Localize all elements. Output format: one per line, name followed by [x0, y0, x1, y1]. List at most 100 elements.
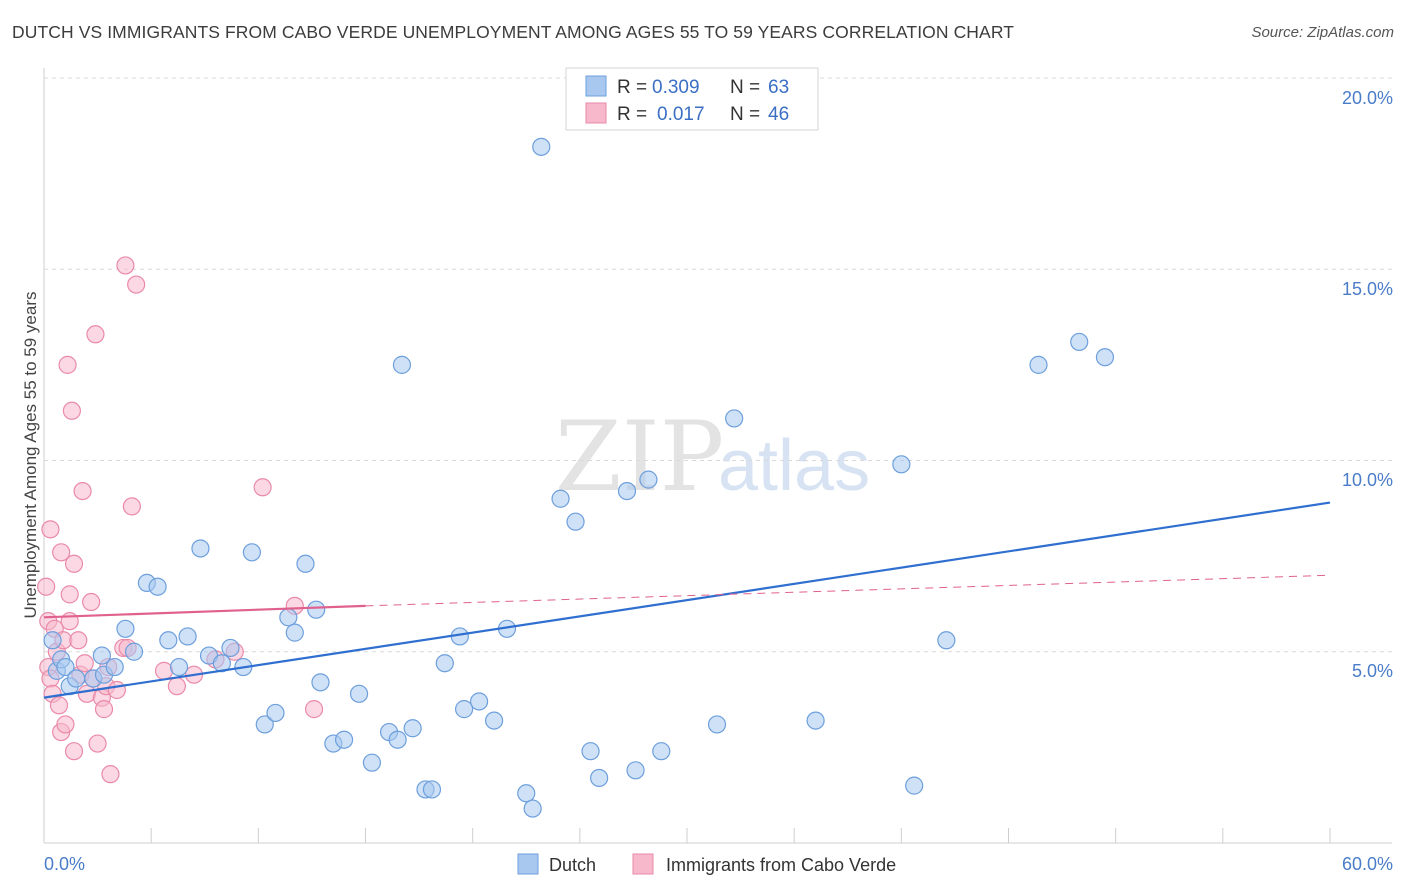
- dutch-point: [454, 700, 474, 719]
- cabo-verde-trend-line: [43, 604, 366, 619]
- dutch-point: [362, 753, 382, 772]
- bottom-legend-label-cabo-verde: Immigrants from Cabo Verde: [666, 855, 896, 875]
- dutch-point: [485, 711, 504, 730]
- legend-n-label: N =: [730, 104, 760, 125]
- watermark-zip: ZIP: [555, 401, 724, 513]
- y-tick-label: 20.0%: [1342, 88, 1393, 108]
- legend-n-value: 63: [768, 77, 789, 98]
- dutch-point: [581, 742, 600, 761]
- cabo-verde-point: [49, 696, 69, 715]
- watermark-atlas: atlas: [718, 426, 870, 506]
- dutch-point: [639, 470, 658, 489]
- cabo-verde-point: [52, 543, 71, 562]
- cabo-verde-point: [167, 677, 186, 696]
- dutch-point: [56, 657, 75, 677]
- stats-legend: R = 0.309 N = 63 R = 0.017 N = 46: [565, 67, 819, 131]
- dutch-point: [169, 657, 189, 677]
- cabo-verde-point: [62, 401, 81, 420]
- gridlines: [44, 77, 1392, 653]
- dutch-point: [266, 703, 285, 723]
- bottom-legend-swatch-cabo-verde: [632, 853, 654, 875]
- cabo-verde-point: [60, 585, 79, 604]
- dutch-point: [334, 730, 354, 749]
- cabo-verde-point: [69, 631, 88, 650]
- cabo-verde-point: [82, 592, 101, 612]
- x-tick-label-min: 0.0%: [44, 854, 85, 874]
- legend-r-label: R =: [617, 104, 647, 125]
- dutch-point: [349, 684, 369, 703]
- dutch-point: [566, 512, 585, 531]
- cabo-verde-point: [64, 554, 84, 573]
- cabo-verde-point: [107, 680, 126, 700]
- dutch-point: [626, 761, 645, 780]
- legend-r-label: R =: [617, 77, 647, 98]
- legend-n-label: N =: [730, 77, 760, 98]
- dutch-point: [725, 409, 744, 428]
- dutch-point: [892, 455, 911, 474]
- dutch-point: [221, 638, 240, 658]
- dutch-point: [159, 631, 178, 650]
- cabo-verde-trend-extension: [365, 574, 1331, 607]
- source-label: Source: ZipAtlas.com: [1251, 24, 1394, 41]
- dutch-point: [311, 673, 330, 692]
- cabo-verde-point: [73, 482, 92, 501]
- dutch-point: [116, 619, 135, 638]
- dutch-point: [551, 489, 570, 508]
- dutch-point: [148, 577, 167, 596]
- cabo-verde-point: [86, 325, 105, 344]
- cabo-verde-point: [122, 497, 141, 516]
- dutch-point: [403, 719, 422, 738]
- dutch-point: [523, 799, 542, 818]
- y-tick-label: 10.0%: [1342, 470, 1393, 490]
- bottom-legend: Dutch Immigrants from Cabo Verde: [517, 853, 896, 875]
- dutch-point: [242, 543, 262, 562]
- dutch-point: [67, 669, 86, 688]
- dutch-point: [191, 539, 210, 558]
- dutch-point: [392, 355, 412, 374]
- x-tick-label-max: 60.0%: [1342, 854, 1393, 874]
- bottom-legend-label-dutch: Dutch: [549, 855, 596, 875]
- dutch-point: [285, 623, 304, 642]
- cabo-verde-point: [94, 700, 114, 719]
- cabo-verde-point: [41, 520, 60, 539]
- dutch-point: [105, 657, 124, 677]
- dutch-point: [707, 715, 727, 734]
- cabo-verde-point: [64, 742, 84, 761]
- cabo-verde-point: [75, 654, 94, 673]
- legend-swatch-dutch: [585, 75, 607, 97]
- chart-title: DUTCH VS IMMIGRANTS FROM CABO VERDE UNEM…: [12, 22, 1015, 42]
- legend-n-value: 46: [768, 104, 789, 125]
- dutch-point: [422, 780, 442, 799]
- dutch-point: [388, 730, 407, 749]
- dutch-point: [307, 600, 326, 619]
- dutch-point: [43, 631, 62, 650]
- y-tick-label: 15.0%: [1342, 279, 1393, 299]
- x-ticks: [150, 828, 1331, 843]
- dutch-point: [937, 631, 956, 650]
- trend-layer: [43, 501, 1331, 699]
- dutch-point: [517, 784, 536, 803]
- legend-swatch-cabo-verde: [585, 102, 607, 124]
- dutch-point: [124, 642, 144, 661]
- dutch-point: [469, 692, 489, 711]
- dutch-point: [590, 768, 609, 788]
- legend-r-value: 0.017: [657, 104, 705, 125]
- points-layer: [37, 137, 1115, 818]
- dutch-point: [617, 482, 637, 501]
- dutch-point: [905, 776, 924, 795]
- cabo-verde-point: [154, 661, 174, 680]
- dutch-point: [532, 137, 551, 156]
- dutch-point: [806, 711, 825, 730]
- dutch-point: [279, 608, 298, 627]
- legend-r-value: 0.309: [652, 77, 700, 98]
- dutch-trend-line: [43, 501, 1331, 699]
- bottom-legend-swatch-dutch: [517, 853, 539, 875]
- y-axis-title: Unemployment Among Ages 55 to 59 years: [21, 292, 40, 619]
- cabo-verde-point: [77, 684, 96, 703]
- dutch-point: [92, 646, 111, 665]
- cabo-verde-point: [101, 765, 120, 784]
- dutch-point: [652, 742, 671, 761]
- dutch-point: [255, 715, 274, 734]
- cabo-verde-point: [304, 700, 324, 719]
